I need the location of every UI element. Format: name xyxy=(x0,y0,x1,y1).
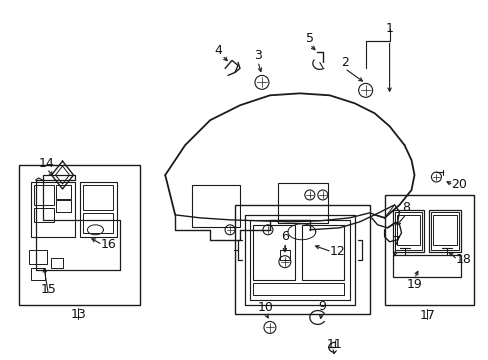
Bar xyxy=(192,185,240,227)
Bar xyxy=(392,210,424,252)
Bar xyxy=(29,250,46,264)
Text: 10: 10 xyxy=(258,301,273,314)
Bar xyxy=(384,195,473,305)
Text: 8: 8 xyxy=(402,201,410,215)
Text: 2: 2 xyxy=(340,56,348,69)
Text: 4: 4 xyxy=(214,44,222,57)
Bar xyxy=(19,165,140,305)
Bar xyxy=(31,268,44,280)
Text: 7: 7 xyxy=(392,235,400,248)
Bar xyxy=(83,185,113,210)
Text: 1: 1 xyxy=(385,22,393,35)
Bar xyxy=(394,212,422,250)
Bar xyxy=(235,205,369,315)
Text: 17: 17 xyxy=(419,309,434,322)
Bar xyxy=(428,210,461,252)
Bar xyxy=(430,212,458,250)
Bar xyxy=(81,182,117,237)
Text: 11: 11 xyxy=(326,338,342,351)
Bar xyxy=(279,250,289,260)
Bar xyxy=(83,213,113,233)
Text: 9: 9 xyxy=(317,300,325,313)
Text: 15: 15 xyxy=(41,283,57,296)
Text: 16: 16 xyxy=(101,238,116,251)
Bar xyxy=(34,208,53,222)
Text: 18: 18 xyxy=(454,253,470,266)
Text: 3: 3 xyxy=(253,49,262,62)
Bar xyxy=(34,185,53,205)
Text: 20: 20 xyxy=(450,179,467,192)
Bar xyxy=(432,215,456,245)
Bar xyxy=(50,258,62,268)
Bar xyxy=(56,185,71,199)
Bar xyxy=(252,225,294,280)
Bar xyxy=(392,255,461,276)
Text: 12: 12 xyxy=(329,245,345,258)
Text: 13: 13 xyxy=(70,308,86,321)
Text: 14: 14 xyxy=(39,157,54,170)
Text: 19: 19 xyxy=(406,278,422,291)
Bar xyxy=(56,200,71,212)
Bar xyxy=(277,183,327,223)
Bar xyxy=(301,225,343,280)
Bar xyxy=(252,283,343,294)
Text: 6: 6 xyxy=(281,230,288,243)
Bar xyxy=(396,215,420,245)
Text: 5: 5 xyxy=(305,32,313,45)
Bar xyxy=(31,182,75,237)
